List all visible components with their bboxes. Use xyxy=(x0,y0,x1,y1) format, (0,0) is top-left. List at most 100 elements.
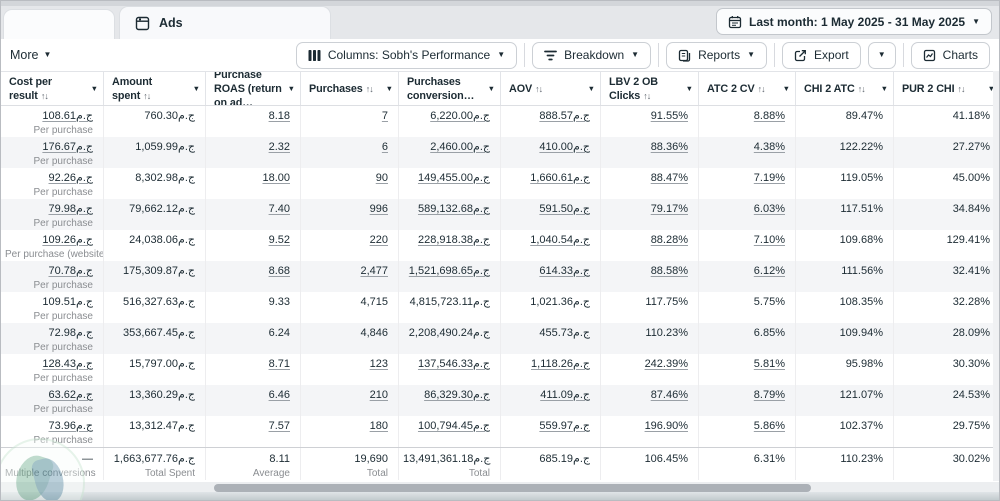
metric-link[interactable]: 176.67ج.م xyxy=(42,141,93,153)
column-menu-icon[interactable]: ▼ xyxy=(880,83,888,93)
export-button[interactable]: Export xyxy=(782,41,861,69)
horizontal-scrollbar-thumb[interactable] xyxy=(214,483,811,492)
horizontal-scrollbar[interactable] xyxy=(1,482,999,493)
metric-link[interactable]: 6 xyxy=(381,141,388,153)
metric-link[interactable]: 1,521,698.65ج.م xyxy=(408,265,490,277)
metric-link[interactable]: 559.97ج.م xyxy=(539,420,590,432)
metric-link[interactable]: 90 xyxy=(375,172,388,184)
metric-link[interactable]: 411.09ج.م xyxy=(540,389,590,401)
column-header-amount-spent[interactable]: Amount spent ↑↓ ▼ xyxy=(104,72,206,105)
column-menu-icon[interactable]: ▼ xyxy=(987,83,995,93)
column-header-purchases[interactable]: Purchases ↑↓ ▼ xyxy=(301,72,399,105)
metric-link[interactable]: 7.19% xyxy=(753,172,785,184)
metric-link[interactable]: 2,460.00ج.م xyxy=(430,141,490,153)
metric-link[interactable]: 18.00 xyxy=(262,172,290,184)
metric-link[interactable]: 92.26ج.م xyxy=(48,172,94,184)
column-menu-icon[interactable]: ▼ xyxy=(782,83,790,93)
metric-link[interactable]: 1,040.54ج.م xyxy=(530,234,590,246)
column-menu-icon[interactable]: ▼ xyxy=(487,83,495,93)
metric-link[interactable]: 589,132.68ج.م xyxy=(417,203,490,215)
metric-link[interactable]: 1,118.26ج.م xyxy=(531,358,590,370)
metric-link[interactable]: 109.26ج.م xyxy=(42,234,93,246)
metric-link[interactable]: 5.86% xyxy=(753,420,785,432)
metric-link[interactable]: 86,329.30ج.م xyxy=(424,389,490,401)
column-menu-icon[interactable]: ▼ xyxy=(90,83,98,93)
metric-link[interactable]: 8.88% xyxy=(753,110,785,122)
metric-link[interactable]: 196.90% xyxy=(644,420,688,432)
column-header-purchase-roas[interactable]: Purchase ROAS (return on ad… ▼ xyxy=(206,72,301,105)
metric-link[interactable]: 2.32 xyxy=(268,141,290,153)
metric-link[interactable]: 996 xyxy=(369,203,388,215)
metric-link[interactable]: 123 xyxy=(369,358,388,370)
vertical-scrollbar[interactable] xyxy=(993,71,999,481)
metric-link[interactable]: 614.33ج.م xyxy=(539,265,590,277)
metric-link[interactable]: 70.78ج.م xyxy=(48,265,94,277)
metric-link[interactable]: 100,794.45ج.م xyxy=(417,420,490,432)
date-range-button[interactable]: Last month: 1 May 2025 - 31 May 2025 ▼ xyxy=(715,8,992,35)
table-cell: 19,690 Total xyxy=(301,448,399,480)
breakdown-button[interactable]: Breakdown ▼ xyxy=(532,41,652,69)
metric-link[interactable]: 79.17% xyxy=(650,203,688,215)
metric-link[interactable]: 220 xyxy=(369,234,388,246)
metric-link[interactable]: 6.46 xyxy=(268,389,290,401)
metric-link[interactable]: 2,477 xyxy=(360,265,388,277)
export-options-button[interactable]: ▼ xyxy=(867,41,896,69)
metric-link[interactable]: 91.55% xyxy=(650,110,688,122)
metric-link[interactable]: 228,918.38ج.م xyxy=(417,234,490,246)
column-menu-icon[interactable]: ▼ xyxy=(287,83,295,93)
metric-link[interactable]: 4.38% xyxy=(753,141,785,153)
column-header-atc-2-cv[interactable]: ATC 2 CV ↑↓ ▼ xyxy=(699,72,796,105)
metric-link[interactable]: 149,455.00ج.م xyxy=(417,172,490,184)
column-menu-icon[interactable]: ▼ xyxy=(192,83,200,93)
metric-link[interactable]: 9.52 xyxy=(268,234,290,246)
metric-link[interactable]: 8.71 xyxy=(268,358,290,370)
metric-link[interactable]: 108.61ج.م xyxy=(42,110,93,122)
column-header-pur-2-chi[interactable]: PUR 2 CHI ↑↓ ▼ xyxy=(894,72,999,105)
metric-link[interactable]: 87.46% xyxy=(650,389,688,401)
column-menu-icon[interactable]: ▼ xyxy=(587,83,595,93)
more-button[interactable]: More ▼ xyxy=(10,48,51,62)
charts-button[interactable]: Charts xyxy=(910,41,990,69)
table-cell: 6.24 xyxy=(206,323,301,354)
column-header-chi-2-atc[interactable]: CHI 2 ATC ↑↓ ▼ xyxy=(796,72,894,105)
column-header-lbv-2-ob-clicks[interactable]: LBV 2 OB Clicks ↑↓ ▼ xyxy=(601,72,699,105)
tab-previous[interactable] xyxy=(3,9,115,39)
metric-link[interactable]: 88.58% xyxy=(650,265,688,277)
metric-link[interactable]: 73.96ج.م xyxy=(48,420,94,432)
metric-link[interactable]: 591.50ج.م xyxy=(539,203,590,215)
metric-link[interactable]: 7 xyxy=(381,110,388,122)
table-cell: 9.33 xyxy=(206,292,301,323)
metric-link[interactable]: 63.62ج.م xyxy=(48,389,94,401)
metric-link[interactable]: 79.98ج.م xyxy=(48,203,94,215)
metric-link[interactable]: 410.00ج.م xyxy=(539,141,590,153)
metric-link[interactable]: 7.57 xyxy=(268,420,290,432)
metric-link[interactable]: 128.43ج.م xyxy=(42,358,93,370)
column-menu-icon[interactable]: ▼ xyxy=(385,83,393,93)
column-header-purchases-conversion[interactable]: Purchases conversion… ▼ xyxy=(399,72,501,105)
metric-link[interactable]: 6.12% xyxy=(753,265,785,277)
metric-link[interactable]: 8.68 xyxy=(268,265,290,277)
column-header-aov[interactable]: AOV ↑↓ ▼ xyxy=(501,72,601,105)
metric-link[interactable]: 88.36% xyxy=(650,141,688,153)
metric-link[interactable]: 6,220.00ج.م xyxy=(430,110,490,122)
metric-link[interactable]: 137,546.33ج.م xyxy=(417,358,490,370)
reports-button[interactable]: Reports ▼ xyxy=(666,41,768,69)
metric-link[interactable]: 7.10% xyxy=(753,234,785,246)
metric-link[interactable]: 210 xyxy=(369,389,388,401)
metric-link[interactable]: 7.40 xyxy=(268,203,290,215)
metric-link[interactable]: 8.18 xyxy=(268,110,290,122)
metric-link[interactable]: 242.39% xyxy=(644,358,688,370)
tab-ads[interactable]: Ads xyxy=(119,6,331,39)
metric-link[interactable]: 88.28% xyxy=(650,234,688,246)
metric-link[interactable]: 180 xyxy=(369,420,388,432)
metric-link[interactable]: 8.79% xyxy=(753,389,785,401)
columns-button[interactable]: Columns: Sobh's Performance ▼ xyxy=(295,41,518,69)
column-header-cost-per-result[interactable]: Cost per result ↑↓ ▼ xyxy=(1,72,104,105)
metric-link[interactable]: 6.03% xyxy=(753,203,785,215)
metric-link[interactable]: 5.81% xyxy=(753,358,785,370)
column-menu-icon[interactable]: ▼ xyxy=(685,83,693,93)
table-cell: — Multiple conversions xyxy=(1,448,104,480)
metric-link[interactable]: 88.47% xyxy=(650,172,688,184)
metric-link[interactable]: 888.57ج.م xyxy=(539,110,590,122)
metric-link[interactable]: 1,660.61ج.م xyxy=(530,172,590,184)
